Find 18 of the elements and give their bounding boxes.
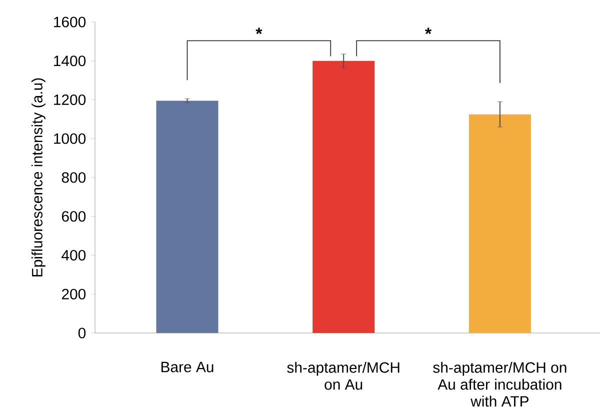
bar	[468, 114, 531, 333]
annotation: *	[256, 28, 262, 34]
y-tick-label: 1400	[54, 56, 86, 66]
bar	[156, 100, 218, 333]
y-tick-label: 1200	[54, 94, 86, 106]
x-tick-label: sh-aptamer/MCH on Au after incubation with ATP	[433, 362, 566, 407]
y-tick-label: 200	[62, 288, 86, 300]
y-tick-label: 0	[78, 328, 86, 338]
y-tick-label: 400	[62, 250, 86, 261]
y-axis-title: Epifluorescence intensity (a.u)	[31, 78, 46, 276]
y-tick-label: 1000	[54, 133, 86, 144]
x-tick-label: sh-aptamer/MCH on Au	[287, 362, 400, 390]
y-tick-label: 600	[62, 211, 86, 222]
bar	[312, 60, 375, 333]
annotation: *	[425, 28, 432, 34]
y-tick-label: 800	[62, 172, 86, 183]
x-tick-label: Bare Au	[161, 362, 214, 372]
y-tick-label: 1600	[54, 16, 86, 28]
